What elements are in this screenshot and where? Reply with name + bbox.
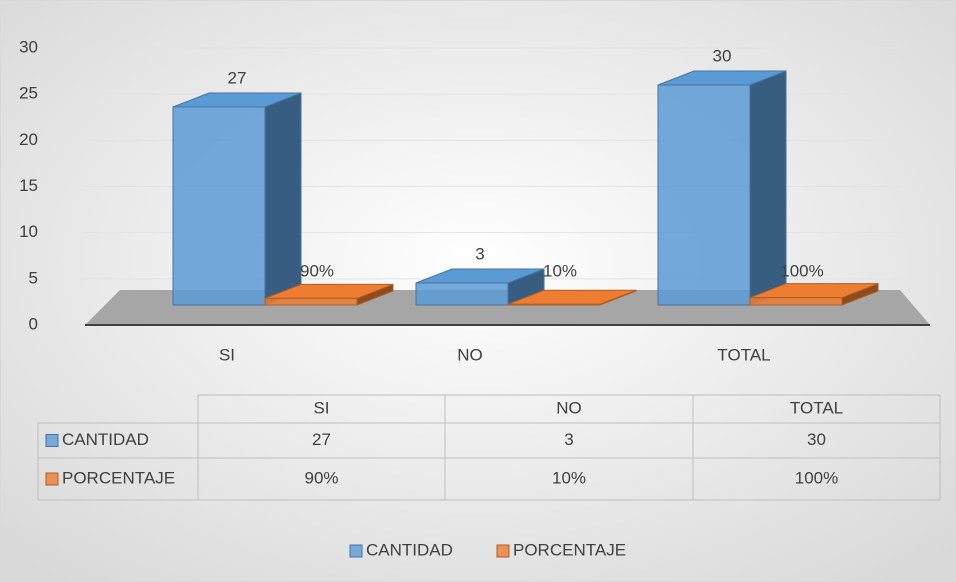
- bar-front: [507, 303, 601, 306]
- table-cell: 10%: [552, 468, 586, 487]
- table-cell: 100%: [795, 468, 838, 487]
- table-grid: [37, 394, 941, 501]
- table-header: TOTAL: [790, 398, 843, 417]
- bar: [749, 282, 879, 306]
- y-tick-label: 20: [19, 130, 38, 149]
- legend-label: PORCENTAJE: [513, 540, 626, 559]
- y-tick-label: 15: [19, 176, 38, 195]
- data-label: 90%: [300, 261, 334, 280]
- x-tick-label: TOTAL: [717, 345, 770, 364]
- data-label: 30: [713, 46, 732, 65]
- table-legend-key: [45, 434, 59, 447]
- bar-front: [749, 297, 843, 306]
- y-tick-label: 30: [19, 37, 38, 56]
- table-cell: 3: [564, 430, 573, 449]
- y-tick-label: 5: [29, 268, 38, 287]
- bar-front: [264, 297, 358, 306]
- table-row-header: PORCENTAJE: [62, 468, 175, 487]
- table-legend-key: [45, 472, 59, 486]
- legend-label: CANTIDAD: [366, 540, 453, 559]
- data-label: 27: [228, 68, 247, 87]
- data-label: 10%: [543, 261, 577, 280]
- table-header: NO: [556, 398, 582, 417]
- table-cell: 30: [807, 430, 826, 449]
- y-tick-label: 0: [29, 314, 38, 333]
- bar-side: [264, 92, 302, 306]
- bar-front: [172, 106, 266, 306]
- data-label: 100%: [780, 261, 823, 280]
- legend-key: [496, 544, 510, 558]
- bar: [657, 70, 787, 306]
- bar: [415, 268, 545, 306]
- y-tick-label: 10: [19, 222, 38, 241]
- bar: [172, 92, 302, 306]
- bar-front: [657, 84, 751, 306]
- x-tick-label: SI: [219, 345, 235, 364]
- bar: [264, 283, 394, 306]
- bar-front: [415, 282, 509, 306]
- table-cell: 27: [312, 430, 331, 449]
- y-tick-label: 25: [19, 84, 38, 103]
- table-row-header: CANTIDAD: [62, 430, 149, 449]
- legend-key: [349, 544, 363, 558]
- table-cell: 90%: [304, 468, 338, 487]
- bar: [507, 289, 637, 306]
- data-label: 3: [475, 244, 484, 263]
- x-tick-label: NO: [457, 345, 483, 364]
- table-header: SI: [313, 398, 329, 417]
